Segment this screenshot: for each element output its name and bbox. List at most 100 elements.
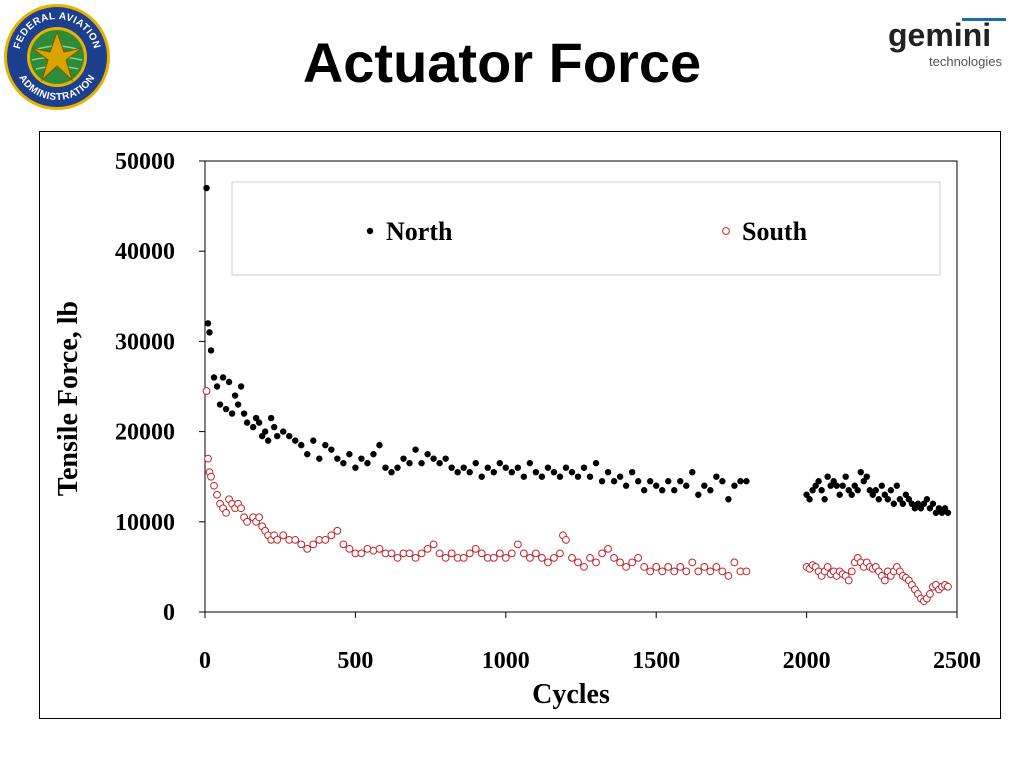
- data-point: [628, 468, 636, 476]
- data-point: [562, 535, 570, 544]
- data-point: [713, 473, 720, 480]
- data-point: [222, 405, 230, 413]
- data-point: [532, 468, 540, 476]
- data-point: [204, 320, 212, 327]
- data-point: [501, 553, 510, 562]
- data-point: [228, 410, 236, 417]
- data-point: [857, 468, 864, 476]
- data-point: [243, 419, 251, 426]
- data-point: [442, 455, 449, 462]
- data-point: [878, 482, 885, 489]
- data-point: [484, 464, 491, 471]
- data-point: [352, 464, 359, 471]
- data-point: [911, 505, 919, 512]
- data-point: [370, 450, 377, 458]
- data-point: [574, 558, 582, 567]
- data-point: [519, 549, 528, 558]
- data-point: [664, 563, 673, 571]
- data-point: [580, 563, 588, 571]
- data-point: [731, 482, 738, 489]
- data-point: [538, 473, 546, 480]
- brand-name: gemini: [888, 17, 991, 53]
- data-point: [255, 513, 264, 522]
- data-point: [210, 481, 218, 490]
- data-point: [270, 423, 278, 431]
- data-point: [465, 549, 474, 558]
- data-point: [206, 329, 213, 336]
- data-point: [689, 468, 696, 476]
- data-point: [701, 482, 708, 489]
- series-south: [202, 387, 952, 606]
- data-point: [526, 459, 534, 467]
- data-point: [291, 535, 300, 544]
- x-tick-label: 0: [199, 648, 211, 674]
- data-point: [507, 549, 516, 558]
- data-point: [340, 459, 347, 467]
- data-point: [652, 563, 661, 571]
- data-point: [830, 478, 837, 485]
- data-point: [568, 553, 576, 562]
- data-point: [622, 482, 630, 489]
- data-point: [447, 549, 456, 558]
- data-point: [297, 540, 306, 549]
- data-point: [249, 423, 257, 431]
- x-axis-label: Cycles: [532, 679, 610, 710]
- data-point: [210, 374, 218, 381]
- data-point: [264, 437, 272, 444]
- data-point: [694, 567, 703, 576]
- x-tick-label: 1500: [632, 648, 680, 674]
- data-point: [634, 553, 643, 562]
- data-point: [842, 473, 849, 480]
- data-point: [490, 468, 497, 476]
- data-point: [604, 468, 612, 476]
- data-point: [706, 567, 715, 576]
- data-point: [683, 482, 690, 489]
- data-point: [827, 482, 834, 489]
- data-point: [496, 459, 503, 467]
- data-point: [477, 549, 486, 558]
- data-point: [417, 549, 426, 558]
- data-point: [640, 563, 649, 571]
- data-point: [345, 544, 354, 553]
- data-point: [670, 567, 679, 576]
- data-point: [899, 500, 907, 507]
- data-point: [333, 526, 342, 535]
- data-point: [860, 478, 867, 485]
- data-point: [387, 549, 396, 558]
- data-point: [423, 544, 432, 553]
- data-point: [712, 563, 721, 571]
- y-tick-label: 30000: [115, 329, 175, 355]
- series-north: [203, 184, 952, 516]
- data-point: [580, 464, 588, 471]
- data-point: [322, 441, 329, 449]
- x-tick-label: 2500: [933, 648, 981, 674]
- data-point: [550, 553, 558, 562]
- data-point: [292, 437, 299, 444]
- data-point: [252, 414, 260, 422]
- data-point: [328, 446, 335, 453]
- data-point: [261, 428, 269, 435]
- data-point: [616, 473, 624, 480]
- data-point: [944, 509, 952, 516]
- data-point: [435, 549, 444, 558]
- data-point: [213, 490, 221, 499]
- data-point: [231, 392, 239, 399]
- data-point: [676, 563, 685, 571]
- data-point: [610, 553, 618, 562]
- data-point: [273, 432, 281, 440]
- data-point: [845, 487, 852, 494]
- data-point: [863, 473, 870, 480]
- data-point: [938, 509, 946, 516]
- data-point: [616, 558, 625, 567]
- data-point: [406, 459, 413, 467]
- data-point: [471, 544, 480, 553]
- data-point: [334, 455, 341, 462]
- data-point: [303, 544, 312, 553]
- data-point: [280, 428, 287, 435]
- data-point: [659, 487, 666, 494]
- data-point: [866, 487, 873, 494]
- data-point: [448, 464, 455, 471]
- data-point: [514, 464, 522, 471]
- x-tick-label: 500: [337, 648, 373, 674]
- data-point: [806, 496, 813, 503]
